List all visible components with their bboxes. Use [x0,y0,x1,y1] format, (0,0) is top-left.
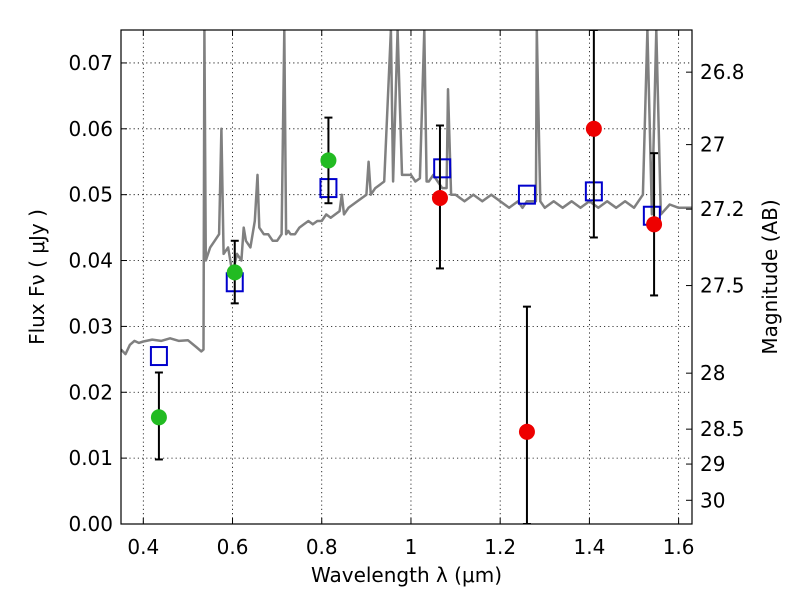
green-data-point [226,264,243,281]
x-tick-label: 1.2 [484,535,516,559]
model-spectrum-line [121,30,692,356]
y-tick-label: 0.05 [68,183,113,207]
right-axis-label: Magnitude (AB) [758,199,782,354]
red-data-point [646,216,663,233]
green-data-point [320,152,337,169]
grid [121,30,692,525]
y-axis-label: Flux Fν ( μJy ) [25,209,49,345]
right-tick-label: 27.5 [700,274,745,298]
y-tick-label: 0.07 [68,51,113,75]
y-tick-label: 0.01 [68,446,113,470]
right-tick-label: 28.5 [700,417,745,441]
red-data-point [585,120,602,137]
y-tick-label: 0.06 [68,117,113,141]
y-tick-label: 0.00 [68,512,113,536]
model-square-point [433,158,452,179]
x-tick-label: 0.4 [127,535,159,559]
red-data-point [518,423,535,440]
x-axis-label: Wavelength λ (μm) [311,563,502,587]
model-square-point [517,184,536,205]
x-tick-label: 1.6 [663,535,695,559]
right-tick-label: 28 [700,361,725,385]
right-tick-label: 29 [700,452,725,476]
plot-frame [120,29,693,525]
green-data-point [150,409,167,426]
plot-data [121,30,692,524]
x-tick-label: 1.4 [573,535,605,559]
y-tick-label: 0.02 [68,380,113,404]
x-tick-label: 0.6 [217,535,249,559]
y-tick-label: 0.04 [68,249,113,273]
right-tick-label: 27 [700,133,725,157]
right-tick-label: 27.2 [700,197,745,221]
red-data-point [431,189,448,206]
ticks: 0.4 0.6 0.8 1 1.2 1.4 1.6 0.00 0.01 0.02 0.03 0.04 0… [68,30,745,559]
x-tick-label: 0.8 [306,535,338,559]
right-tick-label: 26.8 [700,60,745,84]
model-square-point [149,346,168,367]
x-tick-label: 1 [405,535,418,559]
y-tick-label: 0.03 [68,314,113,338]
right-tick-label: 30 [700,488,725,512]
